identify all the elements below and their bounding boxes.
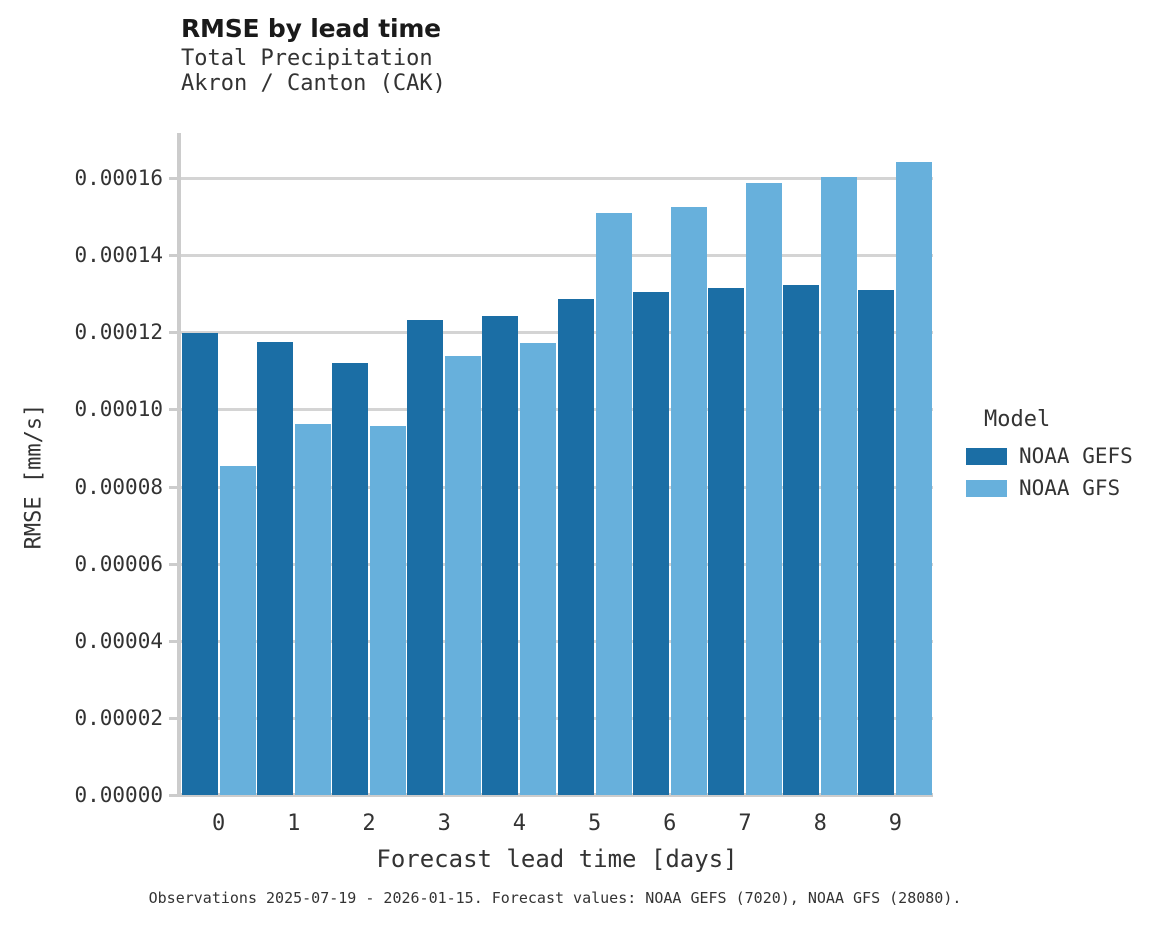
y-axis-tick-mark: [169, 562, 177, 566]
y-axis-tick-label: 0.00000: [74, 783, 163, 807]
x-axis-tick-label: 3: [437, 811, 451, 836]
y-axis-line: [177, 133, 181, 796]
bar-noaa-gefs-lead-8[interactable]: [783, 284, 820, 795]
x-axis-tick-label: 9: [888, 811, 903, 836]
bar-noaa-gfs-lead-0[interactable]: [219, 466, 256, 795]
y-axis-tick-labels: 0.00000 0.00002 0.00004 0.00006 0.00008 0.000…: [0, 0, 163, 928]
bar-noaa-gefs-lead-6[interactable]: [632, 291, 669, 795]
y-axis-tick-mark: [169, 177, 177, 180]
x-axis-line: [177, 793, 933, 797]
gridline: [181, 485, 933, 489]
y-axis-tick-label: 0.00006: [74, 551, 163, 576]
gridline: [181, 254, 933, 258]
y-axis-tick-label: 0.00004: [74, 628, 163, 653]
bar-noaa-gfs-lead-1[interactable]: [294, 424, 331, 795]
y-axis-tick-mark: [169, 254, 177, 258]
bar-noaa-gefs-lead-5[interactable]: [557, 299, 594, 795]
legend-item-label: NOAA GEFS: [1019, 444, 1133, 468]
y-axis-tick-label: 0.00002: [74, 705, 163, 730]
gridline: [181, 562, 933, 566]
chart-subtitle-variable: Total Precipitation: [181, 46, 433, 71]
legend-title: Model: [984, 407, 1051, 432]
bar-noaa-gfs-lead-7[interactable]: [746, 183, 782, 795]
y-axis-tick-mark: [169, 794, 177, 797]
bar-noaa-gefs-lead-3[interactable]: [407, 319, 444, 795]
bar-noaa-gfs-lead-9[interactable]: [896, 161, 933, 795]
y-axis-tick-label: 0.00016: [74, 166, 163, 190]
legend-color-swatch: [966, 447, 1007, 465]
x-axis-tick-label: 0: [211, 811, 226, 836]
bar-noaa-gefs-lead-9[interactable]: [858, 289, 895, 795]
legend-item[interactable]: NOAA GFS: [966, 476, 1133, 500]
gridline: [181, 177, 933, 180]
y-axis-tick-mark: [169, 408, 177, 412]
bar-noaa-gefs-lead-0[interactable]: [181, 332, 218, 795]
x-axis-title: Forecast lead time [days]: [376, 845, 738, 873]
bar-noaa-gfs-lead-4[interactable]: [520, 343, 557, 795]
legend-color-swatch: [966, 479, 1007, 497]
y-axis-tick-mark: [169, 331, 177, 335]
bar-noaa-gfs-lead-3[interactable]: [445, 356, 482, 795]
y-axis-tick-mark: [169, 485, 177, 489]
title-block: RMSE by lead time Total Precipitation Ak…: [181, 16, 446, 98]
chart-title: RMSE by lead time: [181, 14, 441, 43]
y-axis-tick-mark: [169, 716, 177, 720]
bar-noaa-gefs-lead-1[interactable]: [256, 341, 293, 795]
bar-noaa-gefs-lead-7[interactable]: [708, 287, 744, 795]
gridline: [181, 639, 933, 643]
bar-noaa-gefs-lead-2[interactable]: [332, 363, 368, 795]
legend-item[interactable]: NOAA GEFS: [966, 444, 1133, 468]
gridline: [181, 408, 933, 412]
bar-noaa-gfs-lead-6[interactable]: [670, 206, 707, 795]
gridline: [181, 331, 933, 335]
footer-caption: Observations 2025-07-19 - 2026-01-15. Fo…: [148, 889, 962, 907]
y-axis-tick-label: 0.00008: [74, 474, 163, 499]
gridline: [181, 716, 933, 720]
x-axis-tick-label: 7: [738, 811, 752, 836]
bar-noaa-gfs-lead-5[interactable]: [595, 212, 632, 795]
legend-entries: NOAA GEFS NOAA GFS: [966, 444, 1133, 500]
bar-noaa-gfs-lead-8[interactable]: [821, 176, 858, 795]
y-axis-tick-label: 0.00014: [74, 243, 163, 268]
x-axis-tick-label: 4: [512, 811, 527, 836]
y-axis-tick-mark: [169, 639, 177, 643]
y-axis-tick-label: 0.00012: [74, 320, 163, 345]
legend-item-label: NOAA GFS: [1019, 476, 1121, 500]
y-axis-tick-label: 0.00010: [74, 397, 163, 422]
legend: Model NOAA GEFS NOAA GFS: [966, 407, 1133, 508]
x-axis-tick-label: 6: [663, 811, 677, 836]
bar-noaa-gfs-lead-2[interactable]: [370, 425, 406, 795]
bar-noaa-gefs-lead-4[interactable]: [482, 316, 519, 795]
y-axis-title: RMSE [mm/s]: [21, 403, 47, 550]
x-axis-tick-label: 2: [362, 811, 376, 836]
chart-subtitle-station: Akron / Canton (CAK): [181, 71, 446, 96]
x-axis-tick-label: 1: [287, 811, 301, 836]
x-axis-tick-label: 8: [813, 811, 827, 836]
plot-area: [181, 133, 933, 795]
x-axis-tick-label: 5: [587, 811, 602, 836]
